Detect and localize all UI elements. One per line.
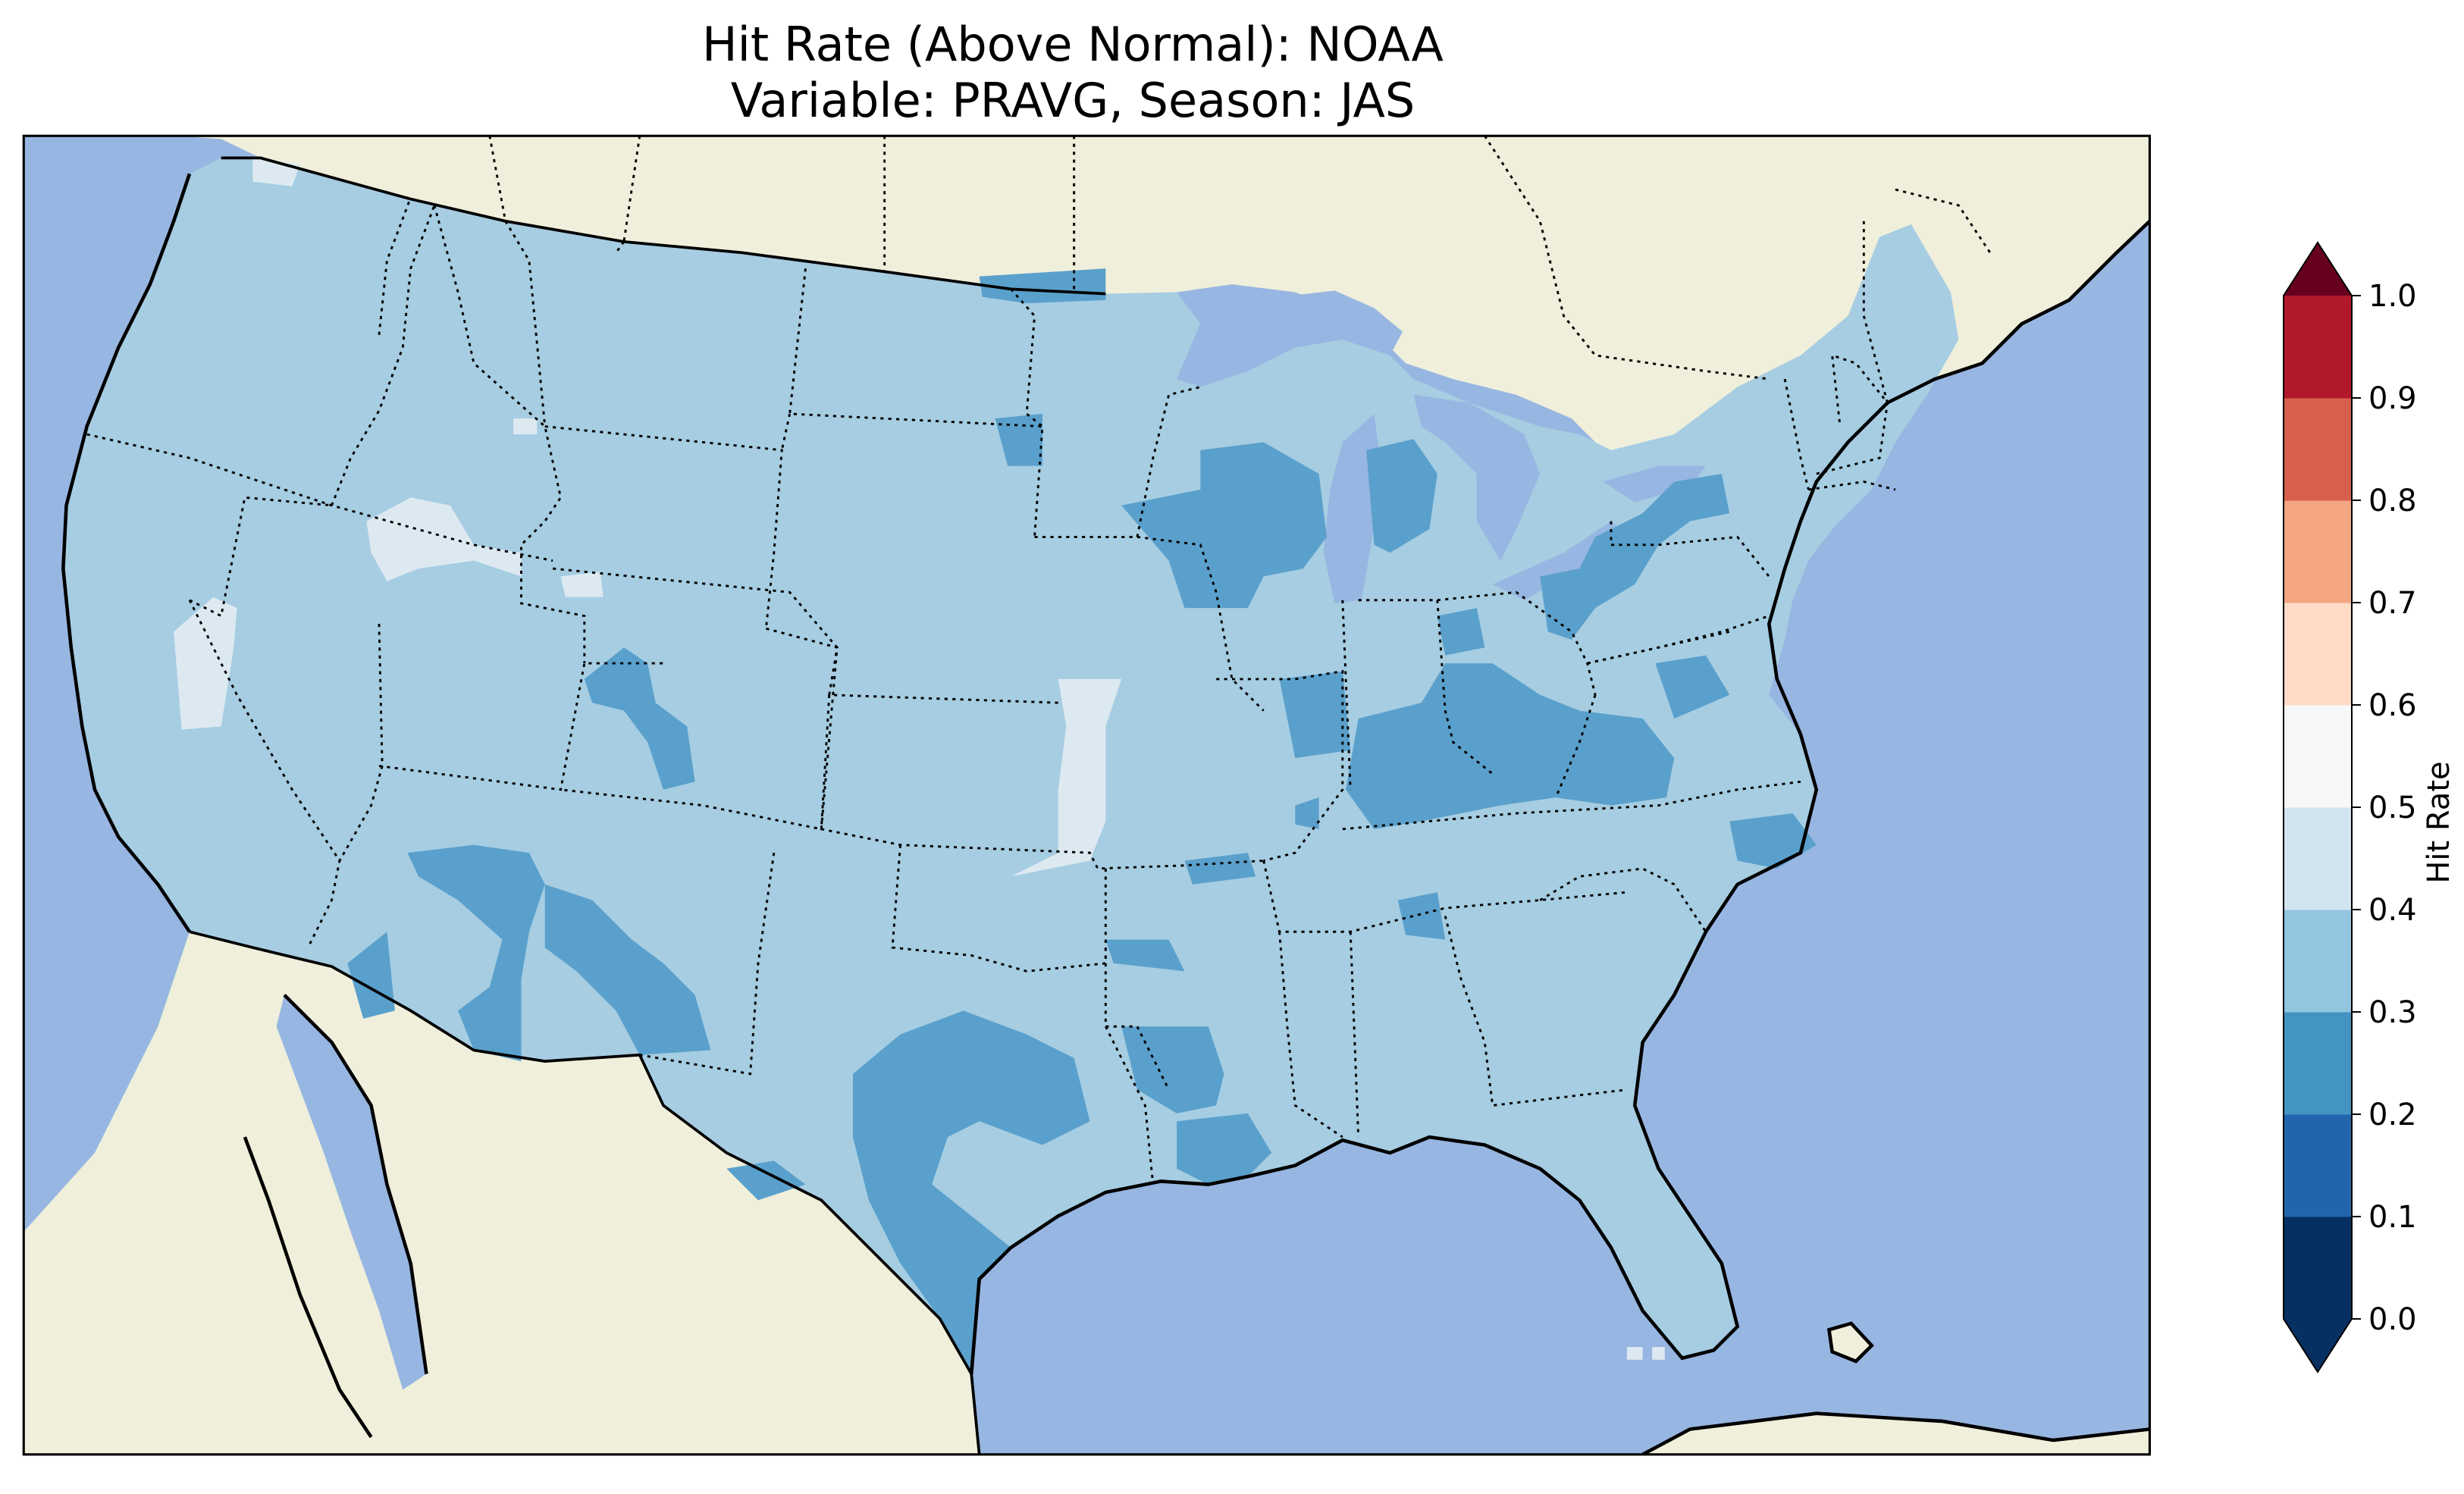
map-title: Hit Rate (Above Normal): NOAA Variable: … [0, 17, 2146, 129]
canada-province-borders [488, 136, 1992, 381]
coastlines [61, 173, 2150, 1455]
colorbar-tick-label: 0.6 [2368, 688, 2417, 723]
colorbar-tick-label: 0.0 [2368, 1302, 2417, 1337]
colorbar-bin-4 [2284, 807, 2352, 910]
colorbar-bin-5 [2284, 705, 2352, 808]
colorbar-bin-1 [2284, 1114, 2352, 1217]
colorbar-bin-6 [2284, 603, 2352, 706]
country-borders [189, 156, 1106, 1455]
lake-ontario [1603, 465, 1706, 503]
mexico-land [24, 932, 980, 1455]
colorbar-bin-2 [2284, 1012, 2352, 1115]
colorbar-over-arrow [2284, 243, 2352, 296]
south-land [1642, 1413, 2150, 1455]
colorbar-bin-8 [2284, 398, 2352, 501]
colorbar-tick-label: 0.4 [2368, 893, 2417, 928]
lake-superior [1177, 290, 1403, 387]
colorbar-tick-label: 0.7 [2368, 586, 2417, 621]
colorbar-tick-label: 0.2 [2368, 1098, 2417, 1132]
colorbar-bin-9 [2284, 296, 2352, 399]
colorbar-bin-0 [2284, 1217, 2352, 1320]
colorbar-bin-7 [2284, 500, 2352, 603]
colorbar-tick-label: 1.0 [2368, 279, 2417, 314]
colorbar-bin-3 [2284, 910, 2352, 1013]
colorbar-tick-label: 0.3 [2368, 995, 2417, 1030]
colorbar-tick-label: 0.5 [2368, 791, 2417, 825]
colorbar-tick-label: 0.8 [2368, 484, 2417, 518]
colorbar-label: Hit Rate [2422, 761, 2456, 883]
colorbar-under-arrow [2284, 1319, 2352, 1372]
cuba-land [1829, 1323, 1872, 1361]
colorbar-tick-label: 0.1 [2368, 1200, 2417, 1235]
state-borders [86, 196, 1896, 1185]
map-frame [22, 134, 2151, 1456]
colorbar-tick-label: 0.9 [2368, 381, 2417, 416]
title-line-2: Variable: PRAVG, Season: JAS [730, 73, 1415, 128]
lake-huron [1413, 394, 1541, 561]
gulf-of-california [276, 994, 427, 1390]
title-line-1: Hit Rate (Above Normal): NOAA [702, 17, 1444, 72]
